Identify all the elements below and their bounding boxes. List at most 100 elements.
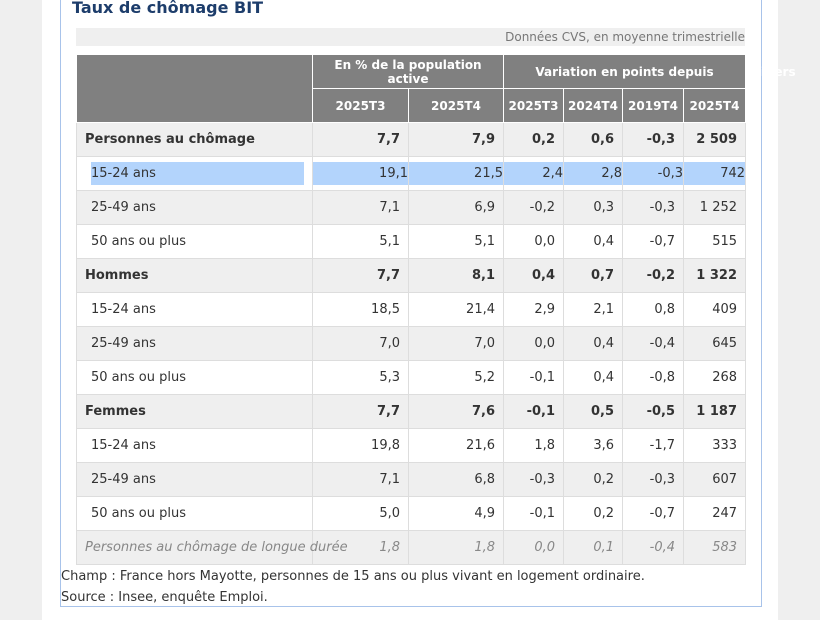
table-row: Personnes au chômage 7,7 7,9 0,2 0,6 -0,3 2 50… (76, 122, 747, 157)
header-period: 2025T3 (503, 88, 564, 123)
header-period: 2025T4 (408, 88, 504, 123)
value-cell: -0,2 (503, 190, 564, 225)
value-cell: -0,8 (622, 360, 684, 395)
value-cell: 7,0 (312, 326, 409, 361)
value-cell: 7,9 (408, 122, 504, 157)
value-cell: 7,1 (312, 190, 409, 225)
value-cell: 1 187 (682, 394, 747, 429)
value-cell: 0,2 (563, 496, 623, 531)
value-cell: 0,2 (503, 122, 564, 157)
value-cell: 645 (682, 326, 747, 361)
footer-scope: Champ : France hors Mayotte, personnes d… (61, 569, 645, 584)
value-cell: -0,1 (503, 360, 564, 395)
value-cell: 268 (682, 360, 747, 395)
row-label: Femmes (76, 394, 313, 429)
table-row: 25-49 ans 7,1 6,9 -0,2 0,3 -0,3 1 252 (76, 190, 747, 225)
table-row: 15-24 ans 19,8 21,6 1,8 3,6 -1,7 333 (76, 428, 747, 463)
value-cell: 3,6 (563, 428, 623, 463)
value-cell: 7,7 (312, 394, 409, 429)
value-cell: 21,6 (408, 428, 504, 463)
value-cell: 7,6 (408, 394, 504, 429)
table-note: Données CVS, en moyenne trimestrielle (76, 28, 745, 46)
row-label: Personnes au chômage de longue durée (76, 530, 348, 565)
value-cell: -0,7 (622, 224, 684, 259)
row-label: 50 ans ou plus (76, 496, 313, 531)
table-row: Femmes 7,7 7,6 -0,1 0,5 -0,5 1 187 (76, 394, 747, 429)
value-cell: -0,1 (503, 394, 564, 429)
header-period: 2025T4 (682, 88, 747, 123)
header-period: 2019T4 (622, 88, 684, 123)
value-cell: 0,8 (622, 292, 684, 327)
table-row: 50 ans ou plus 5,1 5,1 0,0 0,4 -0,7 515 (76, 224, 747, 259)
value-cell: -0,3 (622, 190, 684, 225)
row-label: 15-24 ans (76, 156, 313, 191)
value-cell: 6,9 (408, 190, 504, 225)
row-label: 50 ans ou plus (76, 224, 313, 259)
table-row: 25-49 ans 7,1 6,8 -0,3 0,2 -0,3 607 (76, 462, 747, 497)
value-cell: 8,1 (408, 258, 504, 293)
data-table: En % de la population active Variation en… (76, 54, 796, 565)
value-cell: 5,2 (408, 360, 504, 395)
value-cell: -0,1 (503, 496, 564, 531)
value-cell: -0,7 (622, 496, 684, 531)
cell-text: 2,4 (504, 162, 563, 185)
value-cell: -1,7 (622, 428, 684, 463)
table-row: 15-24 ans 18,5 21,4 2,9 2,1 0,8 409 (76, 292, 747, 327)
value-cell: 19,1 (312, 156, 409, 191)
cell-text: 19,1 (313, 162, 408, 185)
cell-text: 15-24 ans (91, 162, 304, 185)
cell-text: -0,3 (623, 162, 683, 185)
value-cell: 7,1 (312, 462, 409, 497)
row-label: Personnes au chômage (76, 122, 313, 157)
value-cell: -0,2 (622, 258, 684, 293)
cell-text: 2,8 (564, 162, 622, 185)
value-cell: 0,5 (563, 394, 623, 429)
value-cell: 7,0 (408, 326, 504, 361)
row-label: 15-24 ans (76, 428, 313, 463)
header-cell (76, 54, 313, 123)
value-cell: -0,4 (622, 326, 684, 361)
footer-source: Source : Insee, enquête Emploi. (61, 590, 268, 605)
value-cell: -0,3 (503, 462, 564, 497)
value-cell: 0,6 (563, 122, 623, 157)
value-cell: 0,4 (563, 224, 623, 259)
value-cell: 1 252 (682, 190, 747, 225)
value-cell: 5,0 (312, 496, 409, 531)
value-cell: 5,1 (312, 224, 409, 259)
table-row: 50 ans ou plus 5,3 5,2 -0,1 0,4 -0,8 268 (76, 360, 747, 395)
row-label: 25-49 ans (76, 190, 313, 225)
table-row: Hommes 7,7 8,1 0,4 0,7 -0,2 1 322 (76, 258, 747, 293)
value-cell: 0,0 (503, 326, 564, 361)
value-cell: 0,7 (563, 258, 623, 293)
value-cell: 0,4 (503, 258, 564, 293)
value-cell: 0,0 (503, 530, 564, 565)
value-cell: 333 (682, 428, 747, 463)
value-cell: -0,3 (622, 122, 684, 157)
value-cell: 1,8 (312, 530, 409, 565)
value-cell: 1,8 (503, 428, 564, 463)
value-cell: 5,1 (408, 224, 504, 259)
value-cell: 21,4 (408, 292, 504, 327)
row-label: Hommes (76, 258, 313, 293)
value-cell: 5,3 (312, 360, 409, 395)
row-label: 50 ans ou plus (76, 360, 313, 395)
header-group: Variation en points depuis (502, 54, 747, 89)
value-cell: 21,5 (408, 156, 504, 191)
table-row: 25-49 ans 7,0 7,0 0,0 0,4 -0,4 645 (76, 326, 747, 361)
value-cell: 18,5 (312, 292, 409, 327)
value-cell: 0,0 (503, 224, 564, 259)
value-cell: 607 (682, 462, 747, 497)
value-cell: 0,2 (563, 462, 623, 497)
value-cell: 7,7 (312, 258, 409, 293)
value-cell: 6,8 (408, 462, 504, 497)
value-cell: 2,4 (503, 156, 564, 191)
selection-frame (60, 0, 762, 607)
title: Taux de chômage BIT (72, 0, 264, 17)
header-row: 2025T3 2025T4 2025T3 2024T4 2019T4 2025T4 (77, 88, 747, 123)
row-label: 15-24 ans (76, 292, 313, 327)
header-group: En % de la population active (312, 54, 504, 89)
value-cell: 742 (682, 156, 747, 191)
header-period: 2024T4 (563, 88, 623, 123)
value-cell: 583 (682, 530, 747, 565)
